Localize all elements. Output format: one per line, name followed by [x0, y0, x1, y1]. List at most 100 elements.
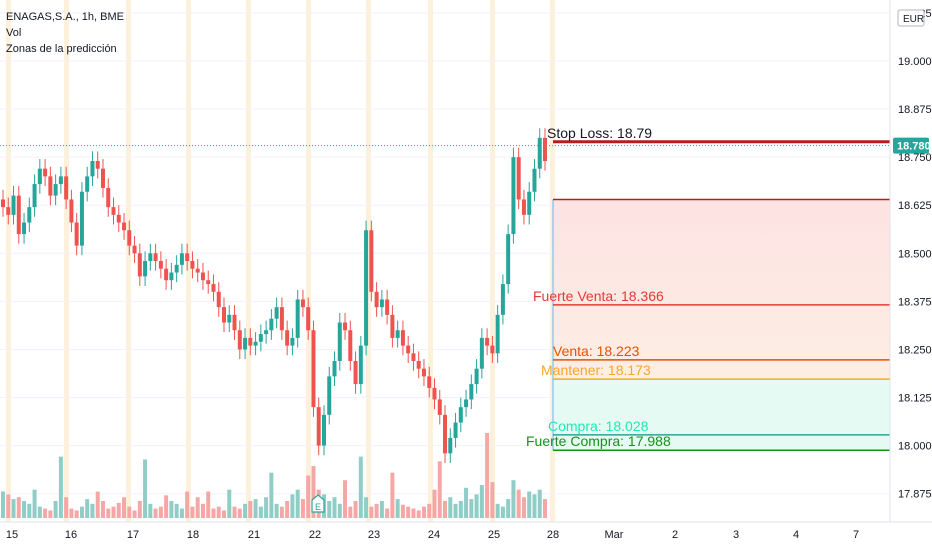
candle-body: [158, 261, 163, 269]
candle-body: [516, 157, 521, 200]
volume-bar: [237, 508, 242, 518]
candle-body: [469, 384, 474, 400]
candle-body: [432, 387, 437, 400]
volume-bar: [37, 506, 42, 518]
volume-bar: [311, 466, 316, 518]
volume-bar: [232, 506, 237, 518]
candle-body: [227, 314, 232, 323]
candle-body: [364, 230, 369, 346]
volume-bar: [385, 508, 390, 518]
candle-body: [53, 184, 58, 196]
volume-bar: [64, 497, 69, 518]
volume-bars: [1, 433, 547, 518]
price-tick-label: 18.375: [898, 296, 932, 308]
volume-bar: [453, 503, 458, 518]
candle-body: [427, 376, 432, 388]
candle-body: [543, 137, 547, 161]
candle-body: [169, 272, 174, 281]
price-tick-label: 18.500: [898, 248, 932, 260]
volume-bar: [153, 508, 158, 518]
volume-bar: [332, 497, 337, 518]
volume-bar: [111, 506, 116, 518]
earnings-marker[interactable]: E: [311, 494, 325, 513]
volume-bar: [164, 495, 169, 518]
volume-bar: [537, 489, 542, 518]
candle-body: [43, 168, 48, 177]
volume-bar: [69, 508, 74, 518]
session-band: [490, 0, 495, 522]
candle-body: [343, 322, 348, 331]
volume-bar: [227, 489, 232, 518]
candle-body: [406, 345, 411, 354]
price-tick-label: 18.750: [898, 152, 932, 164]
time-axis[interactable]: 15 16 17 18 21 22 23 24 25 28 Mar 2 3 4 7: [0, 521, 932, 541]
volume-indicator-label[interactable]: Vol: [6, 27, 22, 39]
prediction-zones-indicator-label[interactable]: Zonas de la predicción: [6, 43, 117, 55]
candlesticks: [1, 128, 547, 463]
volume-bar: [427, 503, 432, 518]
volume-bar: [474, 494, 479, 518]
time-tick-label: 16: [65, 529, 77, 541]
time-tick-label: 2: [672, 529, 678, 541]
volume-bar: [143, 459, 148, 518]
candle-body: [411, 353, 416, 361]
volume-bar: [79, 506, 84, 518]
candle-body: [132, 245, 137, 254]
zone-label: Fuerte Compra: 17.988: [526, 433, 671, 449]
session-band: [246, 0, 251, 522]
candle-body: [400, 330, 405, 346]
current-price-label: 18.780: [897, 141, 931, 153]
candle-body: [453, 422, 458, 438]
volume-bar: [432, 489, 437, 518]
candle-body: [27, 207, 32, 223]
volume-bar: [222, 510, 227, 518]
volume-bar: [169, 501, 174, 518]
candle-body: [495, 314, 500, 354]
candle-body: [353, 361, 358, 385]
candle-body: [16, 195, 21, 235]
current-price-tag: [893, 137, 929, 154]
volume-bar: [279, 506, 284, 518]
candle-body: [258, 334, 263, 342]
volume-bar: [127, 506, 132, 518]
volume-bar: [137, 501, 142, 518]
volume-bar: [116, 502, 121, 518]
volume-bar: [22, 501, 27, 518]
candle-body: [474, 368, 479, 385]
volume-bar: [285, 501, 290, 518]
volume-bar: [32, 489, 37, 518]
candle-body: [537, 137, 542, 169]
volume-bar: [337, 503, 342, 518]
candle-body: [116, 214, 121, 223]
candle-body: [22, 222, 27, 235]
volume-bar: [58, 456, 63, 518]
volume-bar: [406, 506, 411, 518]
candle-body: [74, 222, 79, 246]
candle-body: [437, 399, 442, 415]
candle-body: [416, 361, 421, 369]
candle-body: [48, 176, 53, 196]
symbol-title[interactable]: ENAGAS,S.A., 1h, BME: [6, 11, 124, 23]
candle-body: [527, 191, 532, 215]
time-tick-label: 24: [428, 529, 440, 541]
volume-bar: [358, 456, 363, 518]
candle-body: [274, 307, 279, 319]
currency-label: EUR: [903, 14, 924, 25]
volume-bar: [274, 503, 279, 518]
candle-body: [248, 337, 253, 346]
volume-bar: [521, 497, 526, 518]
volume-bar: [16, 497, 21, 518]
volume-bar: [448, 497, 453, 518]
volume-bar: [490, 482, 495, 518]
candle-body: [206, 280, 211, 285]
candle-body: [164, 268, 169, 281]
price-axis[interactable]: 17.875 18.000 18.125 18.250 18.375 18.500 18.6…: [889, 0, 932, 522]
volume-bar: [379, 501, 384, 518]
volume-bar: [479, 484, 484, 518]
chart-legend: ENAGAS,S.A., 1h, BME Vol Zonas de la pre…: [6, 9, 124, 57]
time-tick-label: 18: [187, 529, 199, 541]
session-band: [64, 0, 69, 522]
zone-label: Mantener: 18.173: [541, 362, 651, 378]
candle-body: [85, 176, 90, 192]
